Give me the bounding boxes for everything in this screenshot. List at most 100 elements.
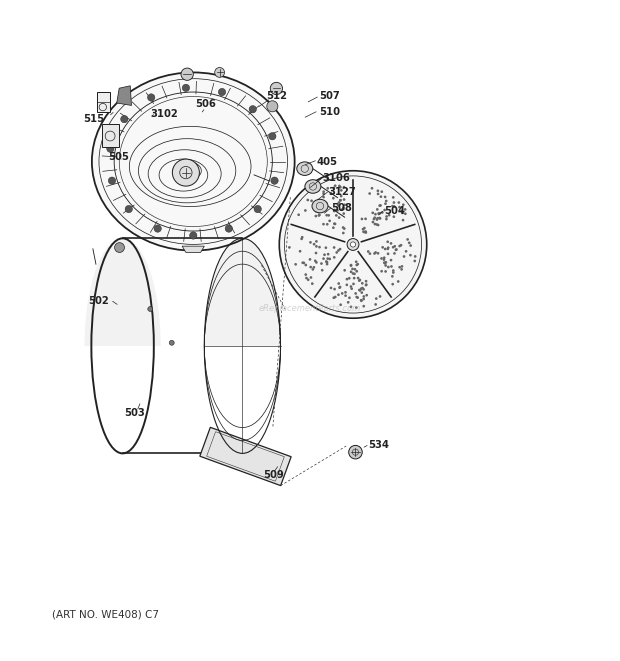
Circle shape xyxy=(125,206,133,213)
Circle shape xyxy=(384,261,388,264)
Bar xyxy=(102,124,118,147)
Circle shape xyxy=(254,206,262,213)
Circle shape xyxy=(309,241,312,244)
Circle shape xyxy=(387,247,389,249)
Circle shape xyxy=(306,199,309,202)
Circle shape xyxy=(327,187,329,190)
Circle shape xyxy=(115,243,125,253)
Circle shape xyxy=(337,293,340,296)
Circle shape xyxy=(391,283,394,286)
Circle shape xyxy=(368,253,371,255)
Circle shape xyxy=(398,266,401,268)
Circle shape xyxy=(360,299,363,301)
Circle shape xyxy=(321,269,324,272)
Circle shape xyxy=(344,294,347,297)
Circle shape xyxy=(339,303,342,306)
Circle shape xyxy=(322,190,325,193)
Text: 503: 503 xyxy=(125,408,145,418)
Circle shape xyxy=(344,291,347,293)
Circle shape xyxy=(384,196,386,198)
Ellipse shape xyxy=(312,200,328,213)
Circle shape xyxy=(108,177,116,184)
Circle shape xyxy=(312,266,315,268)
Circle shape xyxy=(304,273,307,276)
Circle shape xyxy=(315,245,317,248)
Circle shape xyxy=(402,219,404,221)
Text: 502: 502 xyxy=(87,296,108,306)
Circle shape xyxy=(301,236,304,239)
Circle shape xyxy=(408,241,410,244)
Circle shape xyxy=(379,212,381,215)
Circle shape xyxy=(323,253,326,256)
Circle shape xyxy=(376,218,378,221)
Circle shape xyxy=(360,288,363,290)
Circle shape xyxy=(326,223,329,225)
Polygon shape xyxy=(182,246,205,253)
Circle shape xyxy=(350,264,352,267)
Circle shape xyxy=(359,289,361,292)
Circle shape xyxy=(345,278,348,280)
Text: 534: 534 xyxy=(368,440,389,450)
Circle shape xyxy=(397,280,399,283)
Circle shape xyxy=(343,186,345,188)
Circle shape xyxy=(312,243,316,245)
Circle shape xyxy=(398,245,401,247)
Circle shape xyxy=(315,261,317,264)
Circle shape xyxy=(405,250,407,253)
Circle shape xyxy=(360,299,363,302)
Circle shape xyxy=(225,225,232,232)
Circle shape xyxy=(380,270,383,272)
Circle shape xyxy=(352,272,355,275)
Circle shape xyxy=(330,287,332,290)
Circle shape xyxy=(172,159,200,186)
Circle shape xyxy=(351,268,354,270)
Circle shape xyxy=(343,198,345,201)
Circle shape xyxy=(367,250,370,253)
Circle shape xyxy=(361,228,365,231)
Circle shape xyxy=(355,260,358,263)
Circle shape xyxy=(326,261,329,264)
Circle shape xyxy=(387,253,389,255)
Circle shape xyxy=(378,204,381,207)
Circle shape xyxy=(355,270,358,272)
Circle shape xyxy=(353,272,356,275)
Circle shape xyxy=(389,258,392,262)
Circle shape xyxy=(148,307,153,311)
Circle shape xyxy=(350,305,352,308)
Circle shape xyxy=(356,277,360,280)
Circle shape xyxy=(279,171,427,318)
Circle shape xyxy=(342,212,345,215)
Circle shape xyxy=(383,209,386,212)
Circle shape xyxy=(320,262,323,265)
Circle shape xyxy=(322,192,325,195)
Circle shape xyxy=(342,208,345,210)
Circle shape xyxy=(380,257,383,260)
Circle shape xyxy=(339,286,341,289)
Circle shape xyxy=(376,190,379,192)
Circle shape xyxy=(393,205,396,208)
Circle shape xyxy=(332,296,335,299)
Circle shape xyxy=(397,201,400,204)
Circle shape xyxy=(330,192,332,195)
Circle shape xyxy=(336,209,339,212)
Circle shape xyxy=(303,262,305,264)
Circle shape xyxy=(386,241,389,243)
Circle shape xyxy=(356,263,359,266)
Text: 3127: 3127 xyxy=(329,186,356,196)
Circle shape xyxy=(365,280,368,282)
Circle shape xyxy=(333,210,335,212)
Circle shape xyxy=(363,295,365,298)
Circle shape xyxy=(383,261,386,264)
Circle shape xyxy=(332,197,335,200)
Circle shape xyxy=(358,279,361,282)
Circle shape xyxy=(353,277,355,280)
Circle shape xyxy=(371,221,374,223)
Text: 405: 405 xyxy=(316,157,337,167)
Circle shape xyxy=(304,209,307,212)
Circle shape xyxy=(309,266,312,268)
Circle shape xyxy=(362,288,365,291)
Circle shape xyxy=(406,238,409,241)
Ellipse shape xyxy=(305,180,321,193)
Circle shape xyxy=(355,264,358,266)
Circle shape xyxy=(376,208,379,211)
